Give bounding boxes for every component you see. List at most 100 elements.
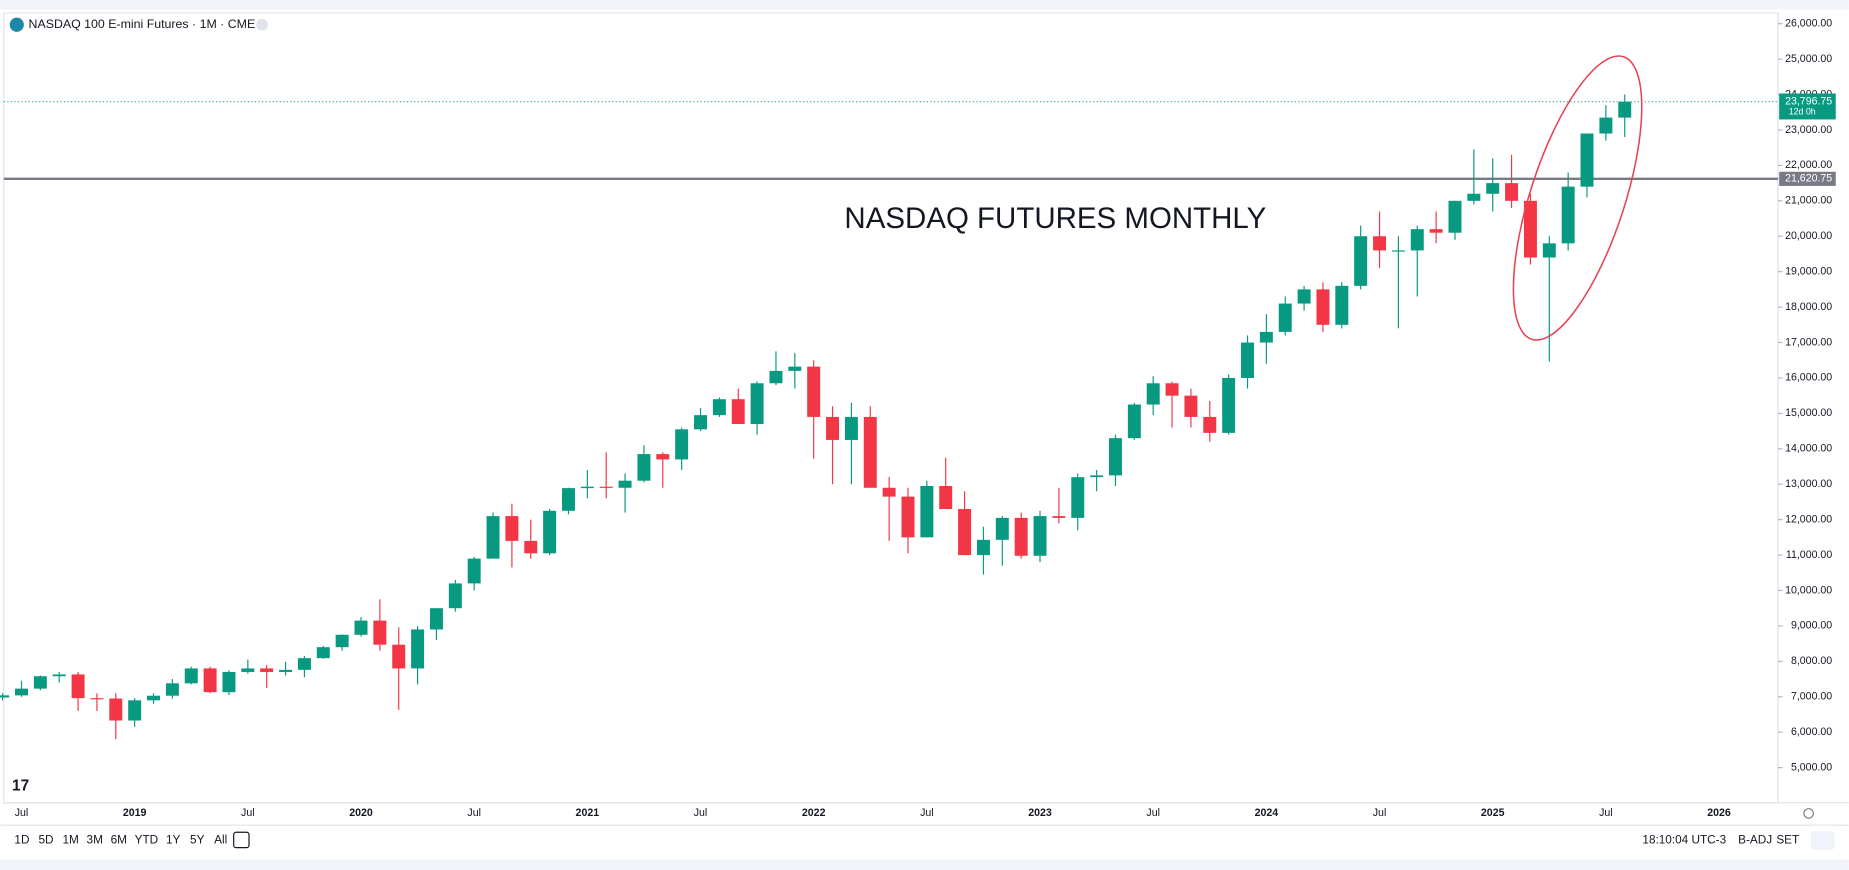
candle-body xyxy=(467,558,481,584)
range-button[interactable]: 1M xyxy=(63,834,79,847)
candle-body xyxy=(1599,117,1613,134)
y-tick-label: 16,000.00 xyxy=(1785,372,1832,384)
range-button[interactable]: 5D xyxy=(38,834,53,847)
candle-body xyxy=(844,416,858,440)
candle-body xyxy=(90,698,104,700)
x-tick-label: Jul xyxy=(920,807,934,819)
y-tick-label: 6,000.00 xyxy=(1791,726,1832,738)
candle-body xyxy=(618,480,632,488)
candle-body xyxy=(1448,200,1462,233)
candle-body xyxy=(1278,303,1292,332)
y-tick-label: 5,000.00 xyxy=(1791,761,1832,773)
range-button[interactable]: 5Y xyxy=(190,834,205,847)
candle-body xyxy=(1335,285,1349,325)
candle-body xyxy=(1146,383,1160,405)
menu-dot[interactable] xyxy=(256,18,268,31)
candle-body xyxy=(354,620,368,635)
candle-body xyxy=(958,509,972,556)
tv-logo: 17 xyxy=(12,777,29,794)
candle-body xyxy=(1580,133,1594,187)
x-tick-label: 2023 xyxy=(1028,807,1052,819)
candle-body xyxy=(1373,236,1387,251)
candle-body xyxy=(543,510,557,554)
y-tick-label: 19,000.00 xyxy=(1785,265,1832,277)
candle-body xyxy=(184,668,198,684)
date-range-icon[interactable] xyxy=(233,831,250,849)
candle-body xyxy=(71,674,85,699)
last-price-tag xyxy=(1779,93,1836,120)
candle-body xyxy=(1259,331,1273,343)
top-toolbar xyxy=(0,0,1849,10)
candle-body xyxy=(279,669,293,672)
candle-body xyxy=(1523,200,1537,258)
candle-body xyxy=(1090,475,1104,478)
x-tick-label: Jul xyxy=(694,807,708,819)
candle-body xyxy=(52,674,66,677)
candle-body xyxy=(1391,250,1405,252)
y-tick-label: 22,000.00 xyxy=(1785,159,1832,171)
candle-body xyxy=(165,683,179,696)
candle-body xyxy=(882,487,896,497)
y-tick-label: 14,000.00 xyxy=(1785,443,1832,455)
horizontal-line-tag xyxy=(1779,171,1836,186)
candle-body xyxy=(203,668,217,693)
candle-body xyxy=(995,517,1009,540)
candle-body xyxy=(411,629,425,669)
candle-body xyxy=(901,496,915,538)
candle-body xyxy=(599,486,613,488)
candle-body xyxy=(335,634,349,648)
candle-body xyxy=(1618,101,1632,118)
candle-body xyxy=(750,383,764,425)
y-tick-label: 13,000.00 xyxy=(1785,478,1832,490)
countdown-label: 12d 0h xyxy=(1789,107,1816,117)
candle-body xyxy=(769,370,783,384)
candle-body xyxy=(637,454,651,481)
candle-body xyxy=(1241,342,1254,378)
candle-body xyxy=(33,676,47,689)
toggle-button[interactable] xyxy=(1811,831,1835,850)
clock: 18:10:04 UTC-3 xyxy=(1642,834,1726,847)
candle-body xyxy=(1354,236,1368,286)
candle-body xyxy=(562,488,575,511)
candle-body xyxy=(1108,438,1122,476)
candle-body xyxy=(147,695,161,701)
y-tick-label: 9,000.00 xyxy=(1791,620,1832,632)
candle-body xyxy=(675,429,689,460)
horizontal-line-label: 21,620.75 xyxy=(1785,173,1832,185)
x-tick-label: Jul xyxy=(15,807,29,819)
session-button[interactable]: SET xyxy=(1776,834,1799,847)
candle-body xyxy=(694,415,707,430)
y-tick-label: 15,000.00 xyxy=(1785,407,1832,419)
range-button[interactable]: 1D xyxy=(14,834,29,847)
x-tick-label: Jul xyxy=(1373,807,1387,819)
candle-body xyxy=(863,416,877,488)
adjust-button[interactable]: B-ADJ xyxy=(1738,834,1772,847)
range-button[interactable]: 1Y xyxy=(166,834,181,847)
range-button[interactable]: All xyxy=(214,834,227,847)
candle-body xyxy=(316,647,330,659)
y-tick-label: 8,000.00 xyxy=(1791,655,1832,667)
range-button[interactable]: YTD xyxy=(135,834,159,847)
x-tick-label: Jul xyxy=(1146,807,1160,819)
candle-body xyxy=(1410,229,1424,251)
candle-body xyxy=(1316,289,1330,325)
x-tick-label: Jul xyxy=(1599,807,1613,819)
x-tick-label: 2024 xyxy=(1255,807,1279,819)
bottom-panel xyxy=(0,859,1849,870)
candle-body xyxy=(1467,193,1481,201)
candle-body xyxy=(1014,517,1028,556)
x-tick-label: Jul xyxy=(241,807,255,819)
range-button[interactable]: 6M xyxy=(111,834,127,847)
candle-body xyxy=(826,416,840,440)
candle-body xyxy=(1542,243,1556,258)
candle-body xyxy=(1222,377,1236,433)
y-tick-label: 10,000.00 xyxy=(1785,584,1832,596)
candle-body xyxy=(15,688,28,696)
settings-icon[interactable] xyxy=(1803,808,1814,819)
candle-body xyxy=(1071,477,1085,518)
y-tick-label: 20,000.00 xyxy=(1785,230,1832,242)
range-button[interactable]: 3M xyxy=(87,834,103,847)
candle-body xyxy=(1165,383,1179,396)
